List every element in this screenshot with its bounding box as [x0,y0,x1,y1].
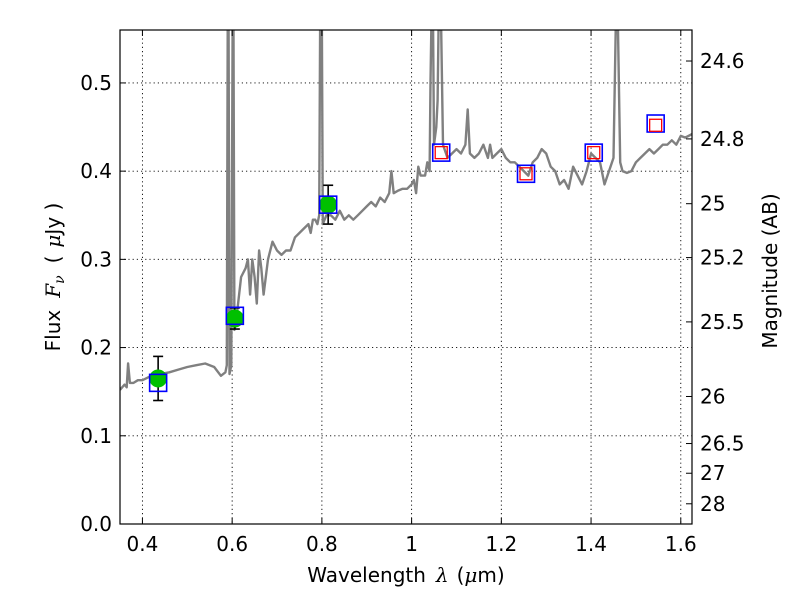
magnitude-tick-label: 24.6 [700,49,745,73]
model-band-box [516,164,536,184]
y-tick-label: 0.0 [80,512,112,536]
plot-frame [119,29,693,525]
x-tick-label: 0.8 [306,532,338,556]
y2-axis-label: Magnitude (AB) [758,193,782,348]
observed-point [149,369,168,388]
magnitude-tick-label: 25.5 [700,310,745,334]
y-tick-label: 0.2 [80,336,112,360]
magnitude-tick-label: 26.5 [700,432,745,456]
y-tick-label: 0.5 [80,71,112,95]
x-tick-label: 0.6 [216,532,248,556]
x-tick-label: 1.6 [665,532,697,556]
model-band-box [646,114,665,133]
magnitude-tick-label: 27 [700,461,725,485]
upper-limit-box [519,167,533,181]
magnitude-tick-label: 25.2 [700,246,745,270]
model-band-box [148,373,168,393]
x-tick-label: 1 [405,532,418,556]
x-tick-label: 1.2 [485,532,517,556]
x-tick-label: 1.4 [575,532,607,556]
y-axis-label: FluxFν(μJy ) [41,203,68,352]
magnitude-tick-label: 28 [700,492,725,516]
model-band-boxes [148,114,665,393]
magnitude-tick-label: 26 [700,384,725,408]
magnitude-tick-label: 24.8 [700,127,745,151]
y-tick-label: 0.4 [80,159,112,183]
plot-area [120,30,692,402]
x-tick-labels: 0.4 0.6 0.8 1 1.2 1.4 1.6 [127,532,697,556]
x-tick-label: 0.4 [127,532,159,556]
upper-limit-box [649,118,663,132]
observed-point [319,195,338,214]
magnitude-tick-label: 25 [700,192,725,216]
upper-limit-boxes [434,118,663,181]
model-band-box [431,143,451,162]
model-spectrum-line [120,30,692,391]
upper-limit-box [434,145,448,160]
y-tick-label: 0.3 [80,247,112,271]
x-axis-label: Wavelength λ (μm) [307,563,504,587]
model-band-box [584,143,604,162]
upper-limit-box [587,145,601,160]
model-band-box [225,306,245,326]
model-band-box [318,195,338,214]
y-tick-labels: 0.0 0.1 0.2 0.3 0.4 0.5 [80,71,112,536]
y-tick-label: 0.1 [80,424,112,448]
axis-ticks [120,30,692,525]
magnitude-tick-labels: 24.6 24.8 25 25.2 25.5 26 26.5 27 28 [700,49,745,516]
